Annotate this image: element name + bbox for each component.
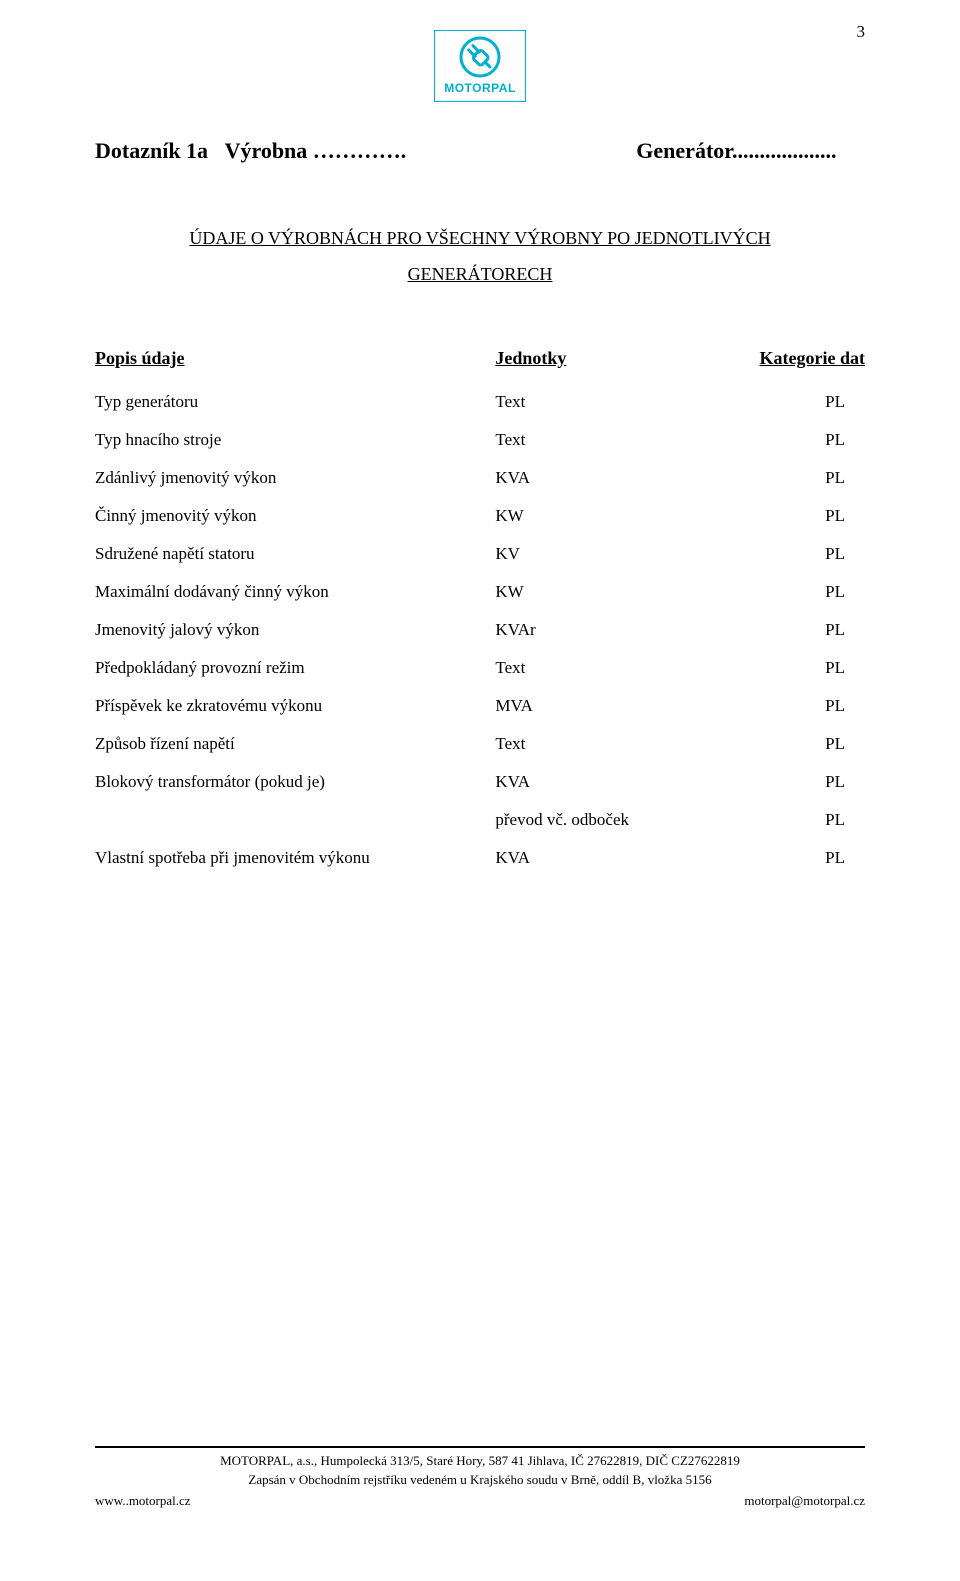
table-row: Příspěvek ke zkratovému výkonuMVAPL (95, 687, 865, 725)
cell-cat: PL (711, 611, 865, 649)
table-row: Blokový transformátor (pokud je)KVAPL (95, 763, 865, 801)
header-desc: Popis údaje (95, 348, 495, 383)
cell-units: KVA (495, 839, 711, 877)
section-heading: ÚDAJE O VÝROBNÁCH PRO VŠECHNY VÝROBNY PO… (95, 220, 865, 292)
section-heading-line2: GENERÁTORECH (408, 264, 553, 284)
cell-desc (95, 801, 495, 839)
table-row: Způsob řízení napětíTextPL (95, 725, 865, 763)
cell-cat: PL (711, 763, 865, 801)
table-row: Typ generátoruTextPL (95, 383, 865, 421)
cell-cat: PL (711, 649, 865, 687)
motorpal-logo: MOTORPAL (434, 30, 526, 102)
header-category: Kategorie dat (711, 348, 865, 383)
cell-units: Text (495, 383, 711, 421)
cell-desc: Způsob řízení napětí (95, 725, 495, 763)
cell-cat: PL (711, 459, 865, 497)
title-plant: Výrobna …………. (225, 138, 407, 163)
cell-units: KVA (495, 459, 711, 497)
table-row: Typ hnacího strojeTextPL (95, 421, 865, 459)
cell-desc: Blokový transformátor (pokud je) (95, 763, 495, 801)
document-title: Dotazník 1a Výrobna …………. Generátor.....… (95, 138, 865, 164)
footer-line2: Zapsán v Obchodním rejstříku vedeném u K… (95, 1471, 865, 1490)
table-row: Činný jmenovitý výkonKWPL (95, 497, 865, 535)
logo-wrap: MOTORPAL (95, 30, 865, 102)
cell-desc: Zdánlivý jmenovitý výkon (95, 459, 495, 497)
cell-cat: PL (711, 687, 865, 725)
footer-line1: MOTORPAL, a.s., Humpolecká 313/5, Staré … (95, 1452, 865, 1471)
table-row: Předpokládaný provozní režimTextPL (95, 649, 865, 687)
table-body: Typ generátoruTextPL Typ hnacího strojeT… (95, 383, 865, 877)
cell-cat: PL (711, 497, 865, 535)
cell-units: KW (495, 497, 711, 535)
footer-email: motorpal@motorpal.cz (744, 1492, 865, 1511)
title-generator: Generátor................... (636, 138, 836, 164)
cell-cat: PL (711, 535, 865, 573)
cell-units: KVAr (495, 611, 711, 649)
cell-desc: Sdružené napětí statoru (95, 535, 495, 573)
cell-units: Text (495, 649, 711, 687)
section-heading-line1: ÚDAJE O VÝROBNÁCH PRO VŠECHNY VÝROBNY PO… (189, 228, 770, 248)
cell-desc: Vlastní spotřeba při jmenovitém výkonu (95, 839, 495, 877)
cell-units: převod vč. odboček (495, 801, 711, 839)
cell-units: Text (495, 725, 711, 763)
cell-units: Text (495, 421, 711, 459)
cell-desc: Činný jmenovitý výkon (95, 497, 495, 535)
cell-units: KW (495, 573, 711, 611)
table-row: Maximální dodávaný činný výkonKWPL (95, 573, 865, 611)
header-units: Jednotky (495, 348, 711, 383)
cell-cat: PL (711, 839, 865, 877)
cell-desc: Typ generátoru (95, 383, 495, 421)
cell-desc: Typ hnacího stroje (95, 421, 495, 459)
table-row: převod vč. odbočekPL (95, 801, 865, 839)
table-row: Zdánlivý jmenovitý výkonKVAPL (95, 459, 865, 497)
cell-units: MVA (495, 687, 711, 725)
cell-cat: PL (711, 725, 865, 763)
cell-units: KV (495, 535, 711, 573)
title-questionnaire: Dotazník 1a Výrobna …………. (95, 138, 406, 164)
title-label: Dotazník 1a (95, 138, 208, 163)
data-table: Popis údaje Jednotky Kategorie dat Typ g… (95, 348, 865, 877)
table-row: Jmenovitý jalový výkonKVArPL (95, 611, 865, 649)
table-row: Sdružené napětí statoruKVPL (95, 535, 865, 573)
table-header-row: Popis údaje Jednotky Kategorie dat (95, 348, 865, 383)
footer-divider (95, 1446, 865, 1448)
footer-area: MOTORPAL, a.s., Humpolecká 313/5, Staré … (95, 1446, 865, 1511)
footer-website: www..motorpal.cz (95, 1492, 191, 1511)
plug-icon (458, 35, 502, 79)
cell-cat: PL (711, 383, 865, 421)
page-number: 3 (857, 22, 866, 42)
footer: MOTORPAL, a.s., Humpolecká 313/5, Staré … (95, 1452, 865, 1511)
cell-cat: PL (711, 801, 865, 839)
logo-text: MOTORPAL (435, 81, 525, 95)
table-row: Vlastní spotřeba při jmenovitém výkonuKV… (95, 839, 865, 877)
cell-cat: PL (711, 573, 865, 611)
cell-desc: Předpokládaný provozní režim (95, 649, 495, 687)
cell-desc: Příspěvek ke zkratovému výkonu (95, 687, 495, 725)
cell-cat: PL (711, 421, 865, 459)
cell-units: KVA (495, 763, 711, 801)
page: 3 MOTORPAL Dotazník 1a Výrobna …………. Gen… (0, 0, 960, 1581)
footer-last-row: www..motorpal.cz motorpal@motorpal.cz (95, 1492, 865, 1511)
cell-desc: Jmenovitý jalový výkon (95, 611, 495, 649)
cell-desc: Maximální dodávaný činný výkon (95, 573, 495, 611)
section-heading-block: ÚDAJE O VÝROBNÁCH PRO VŠECHNY VÝROBNY PO… (95, 220, 865, 292)
